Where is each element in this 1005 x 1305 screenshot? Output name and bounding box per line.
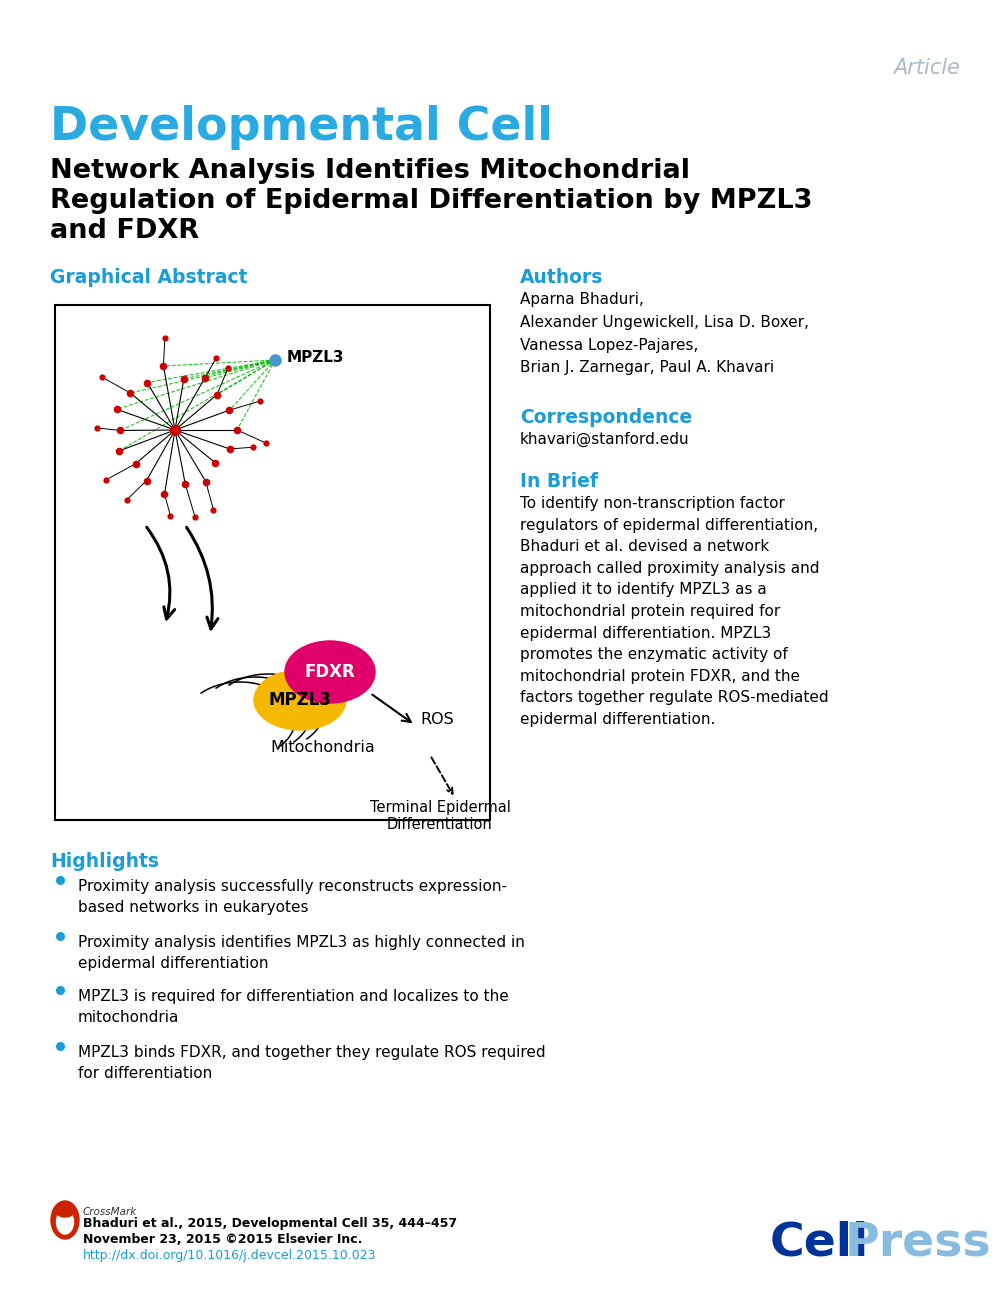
Text: Authors: Authors <box>520 268 603 287</box>
Ellipse shape <box>56 1207 73 1218</box>
Text: Proximity analysis successfully reconstructs expression-
based networks in eukar: Proximity analysis successfully reconstr… <box>78 880 507 915</box>
Text: Correspondence: Correspondence <box>520 408 692 427</box>
Text: CrossMark: CrossMark <box>83 1207 138 1218</box>
Text: Developmental Cell: Developmental Cell <box>50 104 553 150</box>
Text: Article: Article <box>893 57 960 78</box>
Text: Press: Press <box>845 1220 992 1266</box>
Ellipse shape <box>56 1210 73 1235</box>
Text: FDXR: FDXR <box>305 663 356 681</box>
Text: November 23, 2015 ©2015 Elsevier Inc.: November 23, 2015 ©2015 Elsevier Inc. <box>83 1233 363 1246</box>
Text: MPZL3: MPZL3 <box>268 692 332 709</box>
Text: MPZL3: MPZL3 <box>287 350 345 364</box>
Text: Mitochondria: Mitochondria <box>270 740 375 756</box>
Text: Aparna Bhaduri,
Alexander Ungewickell, Lisa D. Boxer,
Vanessa Lopez-Pajares,
Bri: Aparna Bhaduri, Alexander Ungewickell, L… <box>520 292 809 376</box>
Text: Cell: Cell <box>770 1220 869 1266</box>
Text: Proximity analysis identifies MPZL3 as highly connected in
epidermal differentia: Proximity analysis identifies MPZL3 as h… <box>78 934 525 971</box>
Text: ROS: ROS <box>420 713 453 727</box>
Text: http://dx.doi.org/10.1016/j.devcel.2015.10.023: http://dx.doi.org/10.1016/j.devcel.2015.… <box>83 1249 377 1262</box>
Text: Terminal Epidermal
Differentiation: Terminal Epidermal Differentiation <box>370 800 511 833</box>
Ellipse shape <box>51 1201 79 1238</box>
Bar <box>55 305 490 820</box>
Text: In Brief: In Brief <box>520 472 598 491</box>
Text: Regulation of Epidermal Differentiation by MPZL3: Regulation of Epidermal Differentiation … <box>50 188 812 214</box>
Text: To identify non-transcription factor
regulators of epidermal differentiation,
Bh: To identify non-transcription factor reg… <box>520 496 829 727</box>
Ellipse shape <box>285 641 375 703</box>
Text: Graphical Abstract: Graphical Abstract <box>50 268 247 287</box>
Text: and FDXR: and FDXR <box>50 218 199 244</box>
Text: Bhaduri et al., 2015, Developmental Cell 35, 444–457: Bhaduri et al., 2015, Developmental Cell… <box>83 1218 457 1231</box>
Text: MPZL3 is required for differentiation and localizes to the
mitochondria: MPZL3 is required for differentiation an… <box>78 989 509 1024</box>
Text: khavari@stanford.edu: khavari@stanford.edu <box>520 432 689 448</box>
Text: Network Analysis Identifies Mitochondrial: Network Analysis Identifies Mitochondria… <box>50 158 690 184</box>
Ellipse shape <box>254 669 346 729</box>
Text: Highlights: Highlights <box>50 852 159 870</box>
Text: MPZL3 binds FDXR, and together they regulate ROS required
for differentiation: MPZL3 binds FDXR, and together they regu… <box>78 1045 546 1081</box>
